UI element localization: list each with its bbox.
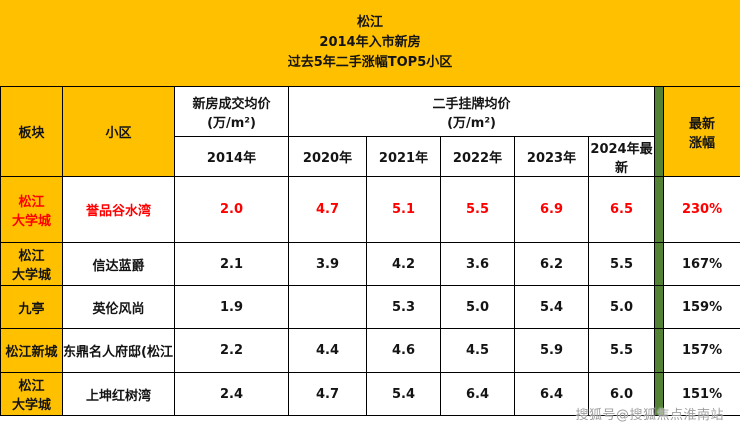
community-cell: 英伦风尚 [62, 285, 175, 329]
price-cell: 5.0 [440, 285, 515, 329]
increase-cell: 230% [663, 176, 740, 243]
price-cell: 6.9 [514, 176, 589, 243]
header-year-2020: 2020年 [288, 136, 367, 177]
header-year-2023: 2023年 [514, 136, 589, 177]
price-cell: 3.9 [288, 242, 367, 286]
header-year-2024-latest: 2024年最新 [587, 136, 656, 177]
price-cell: 5.5 [587, 328, 656, 373]
price-cell: 3.6 [440, 242, 515, 286]
price-cell: 5.5 [587, 242, 656, 286]
header-year-2014: 2014年 [174, 136, 289, 177]
price-cell: 5.4 [366, 372, 441, 416]
price-cell: 6.5 [587, 176, 656, 243]
watermark: 搜狐号@搜狐焦点淮南站 [575, 408, 724, 423]
price-cell: 4.2 [366, 242, 441, 286]
price-cell: 2.2 [174, 328, 289, 373]
green-stripe-cell [654, 176, 665, 243]
price-cell: 5.4 [514, 285, 589, 329]
price-cell: 2.0 [174, 176, 289, 243]
price-cell: 2.1 [174, 242, 289, 286]
price-cell: 4.5 [440, 328, 515, 373]
header-plate: 板块 [0, 86, 63, 177]
price-cell: 6.4 [514, 372, 589, 416]
price-cell: 4.7 [288, 372, 367, 416]
green-stripe-cell [654, 328, 665, 373]
increase-cell: 157% [663, 328, 740, 373]
price-cell: 5.0 [587, 285, 656, 329]
table-row: 松江 大学城 誉品谷水湾 2.0 4.7 5.1 5.5 6.9 6.5 230… [0, 176, 740, 243]
increase-cell: 167% [663, 242, 740, 286]
table-header-row-1: 板块 小区 新房成交均价 (万/m²) 二手挂牌均价 (万/m²) 最新 涨幅 [0, 86, 740, 177]
price-table: 板块 小区 新房成交均价 (万/m²) 二手挂牌均价 (万/m²) 最新 涨幅 … [0, 86, 740, 416]
table-row: 松江 大学城 上坤红树湾 2.4 4.7 5.4 6.4 6.4 6.0 151… [0, 372, 740, 416]
price-cell: 4.4 [288, 328, 367, 373]
price-cell: 5.3 [366, 285, 441, 329]
header-year-2021: 2021年 [366, 136, 441, 177]
plate-cell: 松江新城 [0, 328, 63, 373]
price-cell: 6.2 [514, 242, 589, 286]
header-secondhand-group: 二手挂牌均价 (万/m²) [287, 86, 656, 137]
price-cell: 5.9 [514, 328, 589, 373]
table-header-row-2: 2014年 2020年 2021年 2022年 2023年 2024年最新 [1, 136, 740, 177]
title-line-1: 松江 [356, 14, 383, 30]
increase-cell: 151% [663, 372, 740, 416]
price-cell: 6.4 [440, 372, 515, 416]
green-stripe-cell [654, 285, 665, 329]
price-cell: 5.1 [366, 176, 441, 243]
increase-cell: 159% [663, 285, 740, 329]
community-cell: 上坤红树湾 [62, 372, 175, 416]
table-row: 九亭 英伦风尚 1.9 5.3 5.0 5.4 5.0 159% [0, 285, 740, 329]
price-cell: 1.9 [174, 285, 289, 329]
plate-cell: 松江 大学城 [0, 176, 63, 243]
price-cell: 4.6 [366, 328, 441, 373]
header-year-2022: 2022年 [440, 136, 515, 177]
community-cell: 东鼎名人府邸(松江) [62, 328, 175, 373]
plate-cell: 松江 大学城 [0, 242, 63, 286]
table-title: 松江 2014年入市新房 过去5年二手涨幅TOP5小区 [0, 0, 740, 86]
green-stripe-header [654, 86, 665, 177]
community-cell: 誉品谷水湾 [62, 176, 175, 243]
plate-cell: 松江 大学城 [0, 372, 63, 416]
table-row: 松江 大学城 信达蓝爵 2.1 3.9 4.2 3.6 6.2 5.5 167% [0, 242, 740, 286]
price-cell: 5.5 [440, 176, 515, 243]
header-latest-increase: 最新 涨幅 [663, 86, 740, 177]
title-line-3: 过去5年二手涨幅TOP5小区 [287, 55, 453, 71]
table-row: 松江新城 东鼎名人府邸(松江) 2.2 4.4 4.6 4.5 5.9 5.5 … [0, 328, 740, 373]
plate-cell: 九亭 [0, 285, 63, 329]
community-cell: 信达蓝爵 [62, 242, 175, 286]
price-cell: 6.0 [587, 372, 656, 416]
header-new-price-group: 新房成交均价 (万/m²) [174, 86, 289, 137]
title-line-2: 2014年入市新房 [319, 34, 421, 50]
price-cell [288, 285, 367, 329]
price-cell: 4.7 [288, 176, 367, 243]
header-community: 小区 [62, 86, 175, 177]
green-stripe-cell [654, 242, 665, 286]
price-cell: 2.4 [174, 372, 289, 416]
